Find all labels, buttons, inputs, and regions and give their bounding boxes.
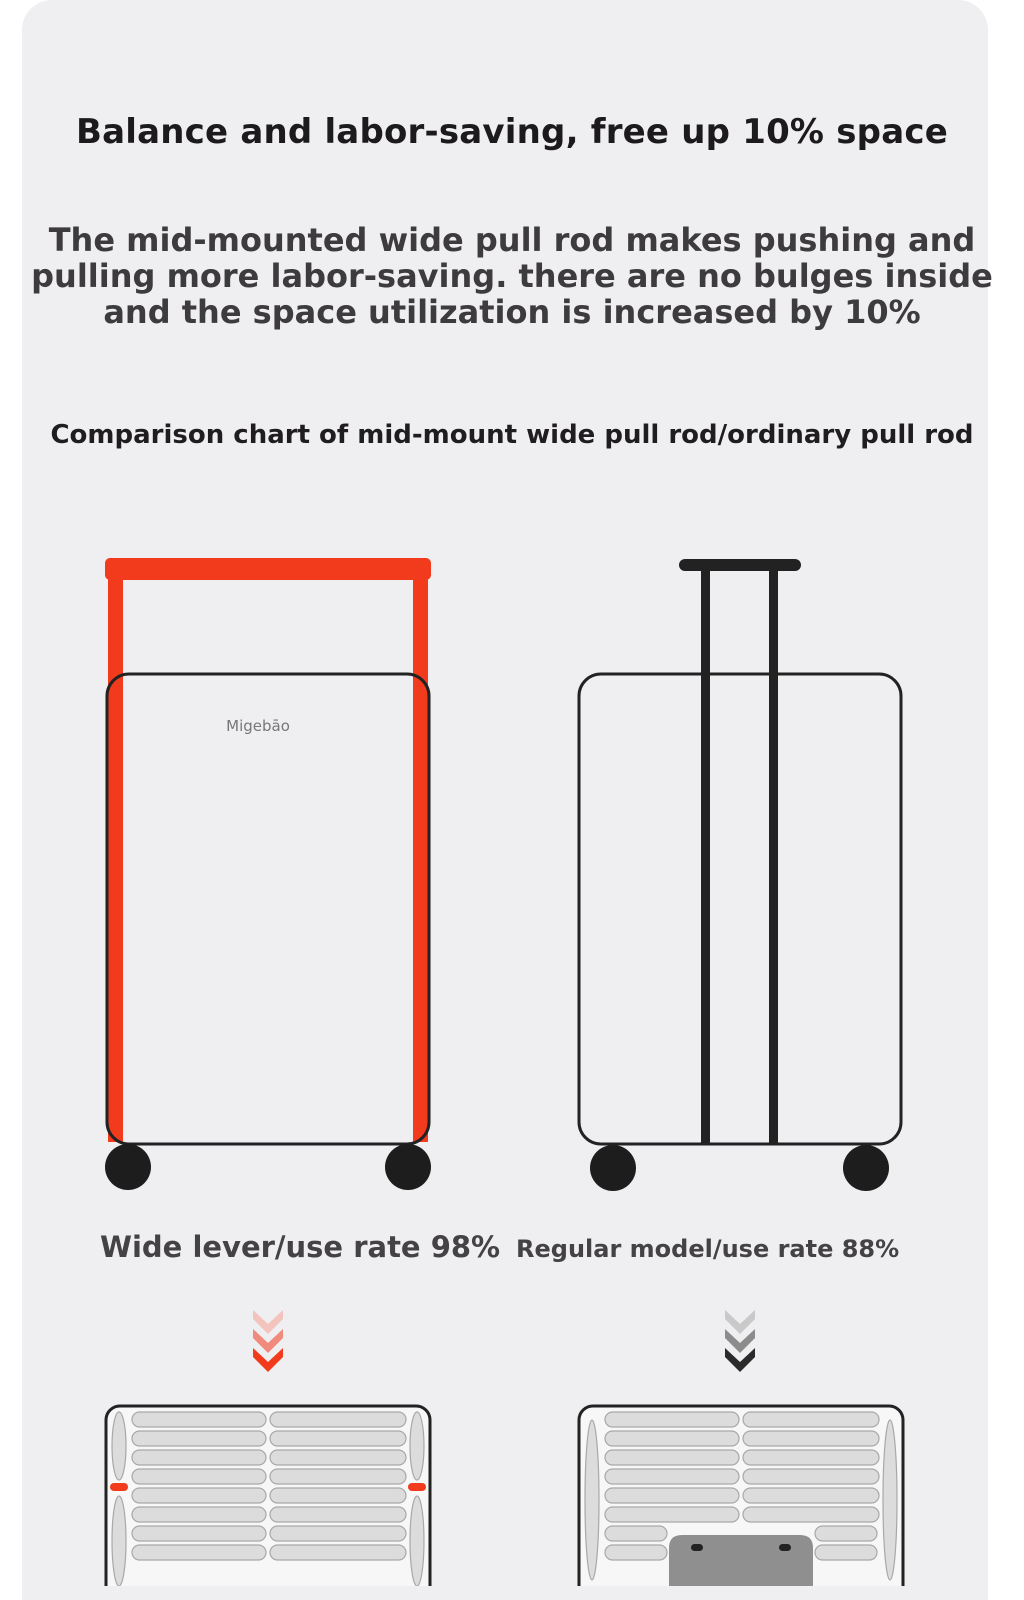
regular-rod-right <box>769 565 778 1145</box>
interior-slot <box>742 1411 880 1428</box>
interior-slot <box>111 1495 127 1586</box>
wheel <box>105 1144 151 1190</box>
chevron-segment <box>725 1310 755 1334</box>
interior-slot <box>131 1449 267 1466</box>
description-line: pulling more labor-saving. there are no … <box>31 257 993 295</box>
interior-slot <box>584 1419 600 1581</box>
wide-rod-left <box>108 570 123 1142</box>
interior-slot <box>111 1411 127 1481</box>
interior-slot <box>604 1430 740 1447</box>
regular-model-label: Regular model/use rate 88% <box>516 1235 900 1263</box>
wheel <box>590 1145 636 1191</box>
wide-lever-suitcase: Migebāo <box>105 558 431 1190</box>
chevron-segment <box>253 1310 283 1334</box>
interior-slot <box>742 1506 880 1523</box>
wide-handle-bar <box>105 558 431 580</box>
interior-slot <box>269 1430 407 1447</box>
chevron-down-icon <box>253 1310 283 1372</box>
rod-bulge <box>669 1535 813 1586</box>
regular-rod-left <box>701 565 710 1145</box>
interior-slot <box>604 1411 740 1428</box>
regular-interior <box>577 1404 905 1586</box>
interior-slot <box>269 1449 407 1466</box>
interior-slot <box>269 1487 407 1504</box>
interior-slot <box>882 1419 898 1581</box>
regular-suitcase <box>577 559 903 1191</box>
comparison-subtitle: Comparison chart of mid-mount wide pull … <box>50 420 974 450</box>
interior-slot <box>604 1468 740 1485</box>
description-line: The mid-mounted wide pull rod makes push… <box>48 221 976 259</box>
page-title: Balance and labor-saving, free up 10% sp… <box>76 112 948 152</box>
interior-slot <box>604 1449 740 1466</box>
interior-slot <box>409 1411 425 1481</box>
interior-slot <box>742 1487 880 1504</box>
chevron-segment <box>725 1329 755 1353</box>
suitcase-body <box>105 672 431 1146</box>
interior-slot <box>742 1449 880 1466</box>
interior-slot <box>269 1544 407 1561</box>
red-rod-marker <box>408 1483 426 1491</box>
interior-slot <box>131 1544 267 1561</box>
wheel <box>385 1144 431 1190</box>
wheel <box>843 1145 889 1191</box>
interior-slot <box>604 1506 740 1523</box>
chevron-segment <box>253 1329 283 1353</box>
wide-lever-label: Wide lever/use rate 98% <box>100 1230 501 1264</box>
interior-slot <box>742 1468 880 1485</box>
wide-lever-interior <box>104 1404 432 1586</box>
brand-logo: Migebāo <box>226 717 290 735</box>
interior-slot <box>131 1468 267 1485</box>
interior-slot <box>269 1468 407 1485</box>
rod-hole <box>779 1544 791 1551</box>
interior-slot <box>409 1495 425 1586</box>
interior-slot <box>269 1506 407 1523</box>
regular-handle-bar <box>679 559 801 571</box>
interior-slot <box>269 1525 407 1542</box>
interior-slot <box>131 1430 267 1447</box>
interior-slot <box>131 1411 267 1428</box>
rod-hole <box>691 1544 703 1551</box>
interior-slot <box>604 1487 740 1504</box>
chevron-segment <box>725 1348 755 1372</box>
suitcase-body <box>577 672 903 1146</box>
wide-rod-right <box>413 570 428 1142</box>
description: The mid-mounted wide pull rod makes push… <box>0 222 1024 330</box>
interior-slot <box>269 1411 407 1428</box>
interior-slot <box>814 1525 878 1542</box>
interior-slot <box>131 1525 267 1542</box>
interior-slot <box>604 1544 668 1561</box>
background-card <box>22 0 988 1600</box>
chevron-segment <box>253 1348 283 1372</box>
interior-slot <box>814 1544 878 1561</box>
description-line: and the space utilization is increased b… <box>103 293 921 331</box>
red-rod-marker <box>110 1483 128 1491</box>
interior-slot <box>131 1506 267 1523</box>
interior-slot <box>604 1525 668 1542</box>
interior-slot <box>131 1487 267 1504</box>
interior-slot <box>742 1430 880 1447</box>
chevron-down-icon <box>725 1310 755 1372</box>
